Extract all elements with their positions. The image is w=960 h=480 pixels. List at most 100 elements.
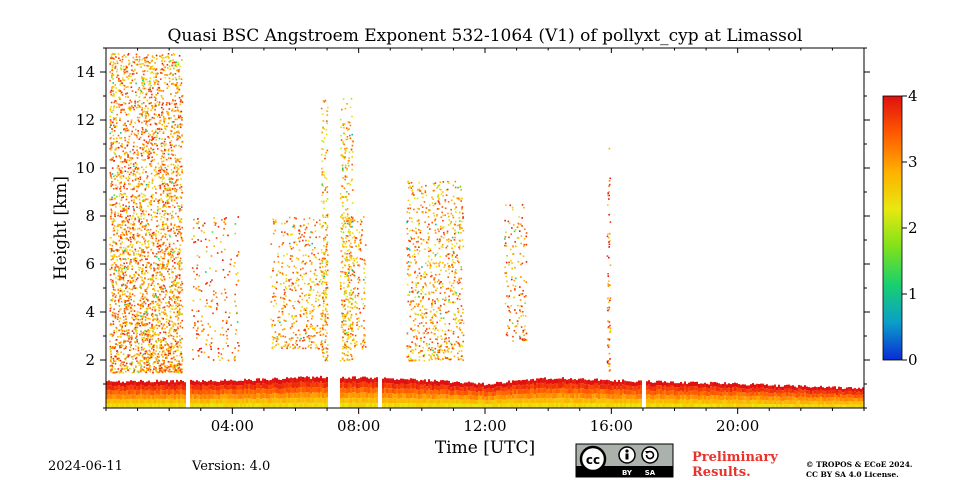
boundary-layer-cell xyxy=(718,383,720,388)
boundary-layer-cell xyxy=(212,399,214,404)
aerosol-pixel xyxy=(176,364,179,367)
aerosol-pixel xyxy=(122,79,124,81)
boundary-layer-cell xyxy=(216,399,218,404)
aerosol-pixel xyxy=(176,138,178,141)
aerosol-pixel xyxy=(118,239,121,242)
aerosol-pixel xyxy=(162,223,164,226)
aerosol-pixel xyxy=(165,223,167,226)
aerosol-pixel xyxy=(167,193,170,195)
aerosol-pixel xyxy=(118,172,121,175)
aerosol-pixel xyxy=(140,343,143,346)
boundary-layer-cell xyxy=(542,383,544,389)
aerosol-pixel xyxy=(127,279,129,282)
aerosol-pixel xyxy=(161,138,163,140)
aerosol-pixel xyxy=(132,73,135,75)
boundary-layer-cell xyxy=(416,384,418,390)
boundary-layer-cell xyxy=(468,403,470,408)
boundary-layer-cell xyxy=(702,387,704,392)
aerosol-pixel xyxy=(110,323,113,326)
aerosol-pixel xyxy=(127,253,130,255)
boundary-layer-cell xyxy=(836,392,838,396)
aerosol-pixel xyxy=(179,111,182,113)
aerosol-pixel xyxy=(168,65,171,68)
aerosol-pixel xyxy=(119,171,122,174)
aerosol-pixel xyxy=(118,182,121,184)
aerosol-pixel xyxy=(177,172,180,174)
boundary-layer-cell xyxy=(746,400,748,405)
boundary-layer-cell xyxy=(844,391,846,396)
boundary-layer-cell xyxy=(364,397,366,403)
aerosol-pixel xyxy=(143,64,146,67)
aerosol-pixel xyxy=(155,114,158,116)
aerosol-pixel xyxy=(138,220,140,223)
aerosol-pixel xyxy=(149,233,151,236)
boundary-layer-cell xyxy=(836,404,838,408)
aerosol-pixel xyxy=(174,350,177,353)
aerosol-pixel xyxy=(110,249,113,252)
boundary-layer-cell xyxy=(666,395,668,400)
aerosol-pixel xyxy=(163,360,165,362)
aerosol-pixel xyxy=(168,157,170,159)
boundary-layer-cell xyxy=(682,391,684,396)
boundary-layer-cell xyxy=(358,403,360,408)
boundary-layer-cell xyxy=(458,403,460,408)
boundary-layer-cell xyxy=(234,398,236,404)
aerosol-pixel xyxy=(132,208,135,210)
aerosol-pixel xyxy=(175,365,178,368)
aerosol-pixel xyxy=(111,130,113,133)
boundary-layer-cell xyxy=(766,392,768,397)
aerosol-pixel xyxy=(163,69,166,71)
aerosol-pixel xyxy=(121,170,124,173)
boundary-layer-cell xyxy=(402,398,404,404)
boundary-layer-cell xyxy=(460,399,462,404)
aerosol-pixel xyxy=(172,265,174,268)
aerosol-pixel xyxy=(150,267,152,270)
boundary-layer-cell xyxy=(700,391,702,396)
boundary-layer-cell xyxy=(350,393,352,399)
aerosol-pixel xyxy=(117,272,120,275)
boundary-layer-cell xyxy=(238,380,240,386)
aerosol-pixel xyxy=(145,198,147,201)
boundary-layer-cell xyxy=(216,403,218,408)
boundary-layer-cell xyxy=(370,382,372,388)
boundary-layer-cell xyxy=(126,403,128,408)
boundary-layer-cell xyxy=(418,381,420,386)
boundary-layer-cell xyxy=(198,403,200,408)
boundary-layer-cell xyxy=(230,398,232,404)
boundary-layer-cell xyxy=(362,397,364,403)
boundary-layer-cell xyxy=(260,398,262,404)
aerosol-pixel xyxy=(143,255,146,258)
boundary-layer-cell xyxy=(534,380,536,386)
aerosol-pixel xyxy=(149,357,151,359)
aerosol-pixel xyxy=(161,288,163,290)
boundary-layer-cell xyxy=(722,399,724,404)
aerosol-pixel xyxy=(180,346,182,348)
boundary-layer-cell xyxy=(398,398,400,404)
boundary-layer-cell xyxy=(124,382,126,388)
aerosol-pixel xyxy=(148,90,150,93)
aerosol-pixel xyxy=(136,341,138,343)
boundary-layer-cell xyxy=(514,398,516,404)
boundary-layer-cell xyxy=(810,391,812,395)
boundary-layer-cell xyxy=(812,390,814,395)
aerosol-pixel xyxy=(175,83,178,86)
aerosol-pixel xyxy=(149,62,151,65)
boundary-layer-cell xyxy=(490,384,492,389)
boundary-layer-cell xyxy=(684,381,686,386)
aerosol-pixel xyxy=(129,166,132,169)
boundary-layer-cell xyxy=(784,385,786,389)
aerosol-pixel xyxy=(133,367,135,370)
boundary-layer-cell xyxy=(366,382,368,388)
aerosol-pixel xyxy=(162,331,165,334)
boundary-layer-cell xyxy=(740,400,742,405)
aerosol-pixel xyxy=(118,370,120,373)
aerosol-pixel xyxy=(145,358,147,360)
aerosol-pixel xyxy=(149,336,152,338)
aerosol-pixel xyxy=(178,277,181,280)
boundary-layer-cell xyxy=(564,398,566,404)
aerosol-pixel xyxy=(112,117,115,119)
boundary-layer-cell xyxy=(682,399,684,404)
aerosol-pixel xyxy=(180,178,182,180)
aerosol-pixel xyxy=(158,367,161,370)
boundary-layer-cell xyxy=(284,378,286,384)
